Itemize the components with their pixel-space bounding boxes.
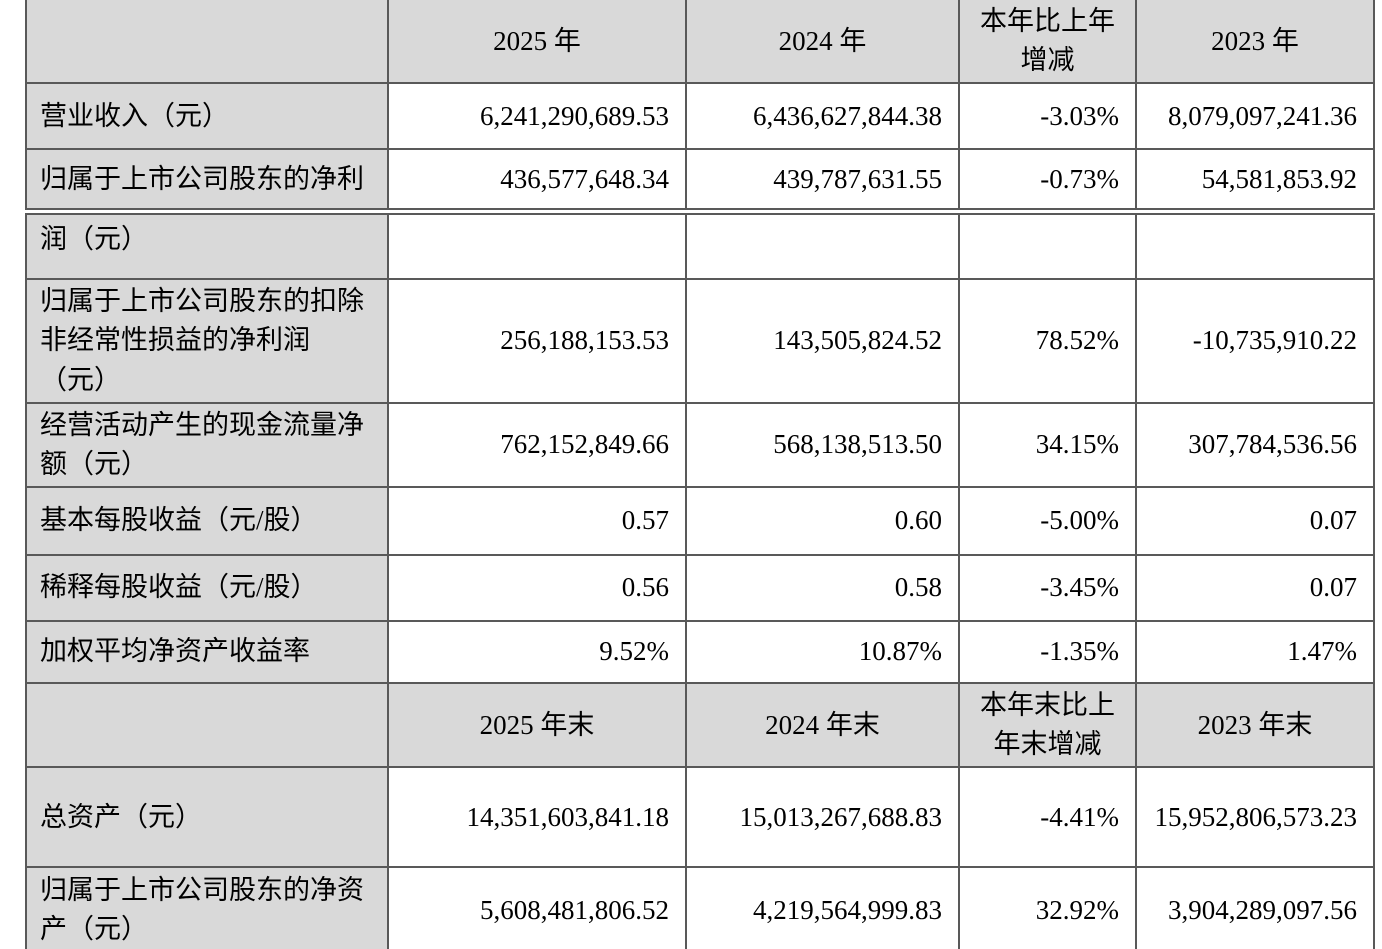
- header-corner-cell-2: [25, 681, 389, 769]
- basic-eps-2025: 0.57: [387, 485, 687, 556]
- net-profit-change: -0.73%: [958, 148, 1137, 211]
- financial-summary-table-segment-top: 2025 年 2024 年 本年比上年 增减 2023 年 营业收入（元） 6,…: [25, 0, 1375, 211]
- header-year-end-change: 本年末比上 年末增减: [958, 681, 1137, 769]
- total-assets-label: 总资产（元）: [25, 766, 389, 869]
- header-row-year-end: 2025 年末 2024 年末 本年末比上 年末增减 2023 年末: [25, 681, 1375, 769]
- weighted-avg-roe-change: -1.35%: [958, 619, 1137, 684]
- diluted-eps-2024: 0.58: [685, 553, 960, 622]
- row-operating-cash-flow: 经营活动产生的现金流量净 额（元） 762,152,849.66 568,138…: [25, 401, 1375, 488]
- weighted-avg-roe-2025: 9.52%: [387, 619, 687, 684]
- header-2025: 2025 年: [387, 0, 687, 85]
- header-yoy-change: 本年比上年 增减: [958, 0, 1137, 85]
- net-assets-2024: 4,219,564,999.83: [685, 866, 960, 949]
- total-assets-2024: 15,013,267,688.83: [685, 766, 960, 869]
- operating-revenue-label: 营业收入（元）: [25, 82, 389, 151]
- operating-cash-flow-2023: 307,784,536.56: [1135, 401, 1375, 488]
- basic-eps-2023: 0.07: [1135, 485, 1375, 556]
- deducted-net-profit-2025: 256,188,153.53: [387, 278, 687, 404]
- net-profit-continued-change: [958, 213, 1137, 281]
- row-net-profit: 归属于上市公司股东的净利 436,577,648.34 439,787,631.…: [25, 148, 1375, 211]
- header-2023-year-end: 2023 年末: [1135, 681, 1375, 769]
- net-profit-2023: 54,581,853.92: [1135, 148, 1375, 211]
- deducted-net-profit-label: 归属于上市公司股东的扣除 非经常性损益的净利润 （元）: [25, 278, 389, 404]
- deducted-net-profit-change: 78.52%: [958, 278, 1137, 404]
- basic-eps-2024: 0.60: [685, 485, 960, 556]
- net-assets-label: 归属于上市公司股东的净资 产（元）: [25, 866, 389, 949]
- net-profit-label-continued: 润（元）: [25, 213, 389, 281]
- net-profit-continued-2023: [1135, 213, 1375, 281]
- header-2024: 2024 年: [685, 0, 960, 85]
- diluted-eps-change: -3.45%: [958, 553, 1137, 622]
- net-profit-label: 归属于上市公司股东的净利: [25, 148, 389, 211]
- operating-cash-flow-2025: 762,152,849.66: [387, 401, 687, 488]
- operating-cash-flow-change: 34.15%: [958, 401, 1137, 488]
- header-2023: 2023 年: [1135, 0, 1375, 85]
- total-assets-2025: 14,351,603,841.18: [387, 766, 687, 869]
- net-profit-continued-2025: [387, 213, 687, 281]
- weighted-avg-roe-2023: 1.47%: [1135, 619, 1375, 684]
- row-operating-revenue: 营业收入（元） 6,241,290,689.53 6,436,627,844.3…: [25, 82, 1375, 151]
- financial-summary-table-segment-bottom: 润（元） 归属于上市公司股东的扣除 非经常性损益的净利润 （元） 256,188…: [25, 213, 1375, 949]
- net-assets-2025: 5,608,481,806.52: [387, 866, 687, 949]
- row-weighted-avg-roe: 加权平均净资产收益率 9.52% 10.87% -1.35% 1.47%: [25, 619, 1375, 684]
- header-2024-year-end: 2024 年末: [685, 681, 960, 769]
- deducted-net-profit-2024: 143,505,824.52: [685, 278, 960, 404]
- deducted-net-profit-2023: -10,735,910.22: [1135, 278, 1375, 404]
- diluted-eps-2025: 0.56: [387, 553, 687, 622]
- operating-cash-flow-2024: 568,138,513.50: [685, 401, 960, 488]
- operating-revenue-2023: 8,079,097,241.36: [1135, 82, 1375, 151]
- operating-revenue-2024: 6,436,627,844.38: [685, 82, 960, 151]
- net-assets-change: 32.92%: [958, 866, 1137, 949]
- row-basic-eps: 基本每股收益（元/股） 0.57 0.60 -5.00% 0.07: [25, 485, 1375, 556]
- operating-revenue-change: -3.03%: [958, 82, 1137, 151]
- net-profit-continued-2024: [685, 213, 960, 281]
- operating-cash-flow-label: 经营活动产生的现金流量净 额（元）: [25, 401, 389, 488]
- header-2025-year-end: 2025 年末: [387, 681, 687, 769]
- diluted-eps-label: 稀释每股收益（元/股）: [25, 553, 389, 622]
- net-profit-2024: 439,787,631.55: [685, 148, 960, 211]
- row-diluted-eps: 稀释每股收益（元/股） 0.56 0.58 -3.45% 0.07: [25, 553, 1375, 622]
- total-assets-2023: 15,952,806,573.23: [1135, 766, 1375, 869]
- basic-eps-change: -5.00%: [958, 485, 1137, 556]
- total-assets-change: -4.41%: [958, 766, 1137, 869]
- header-row-annual: 2025 年 2024 年 本年比上年 增减 2023 年: [25, 0, 1375, 85]
- diluted-eps-2023: 0.07: [1135, 553, 1375, 622]
- row-total-assets: 总资产（元） 14,351,603,841.18 15,013,267,688.…: [25, 766, 1375, 869]
- operating-revenue-2025: 6,241,290,689.53: [387, 82, 687, 151]
- net-assets-2023: 3,904,289,097.56: [1135, 866, 1375, 949]
- row-deducted-net-profit: 归属于上市公司股东的扣除 非经常性损益的净利润 （元） 256,188,153.…: [25, 278, 1375, 404]
- row-net-profit-continued: 润（元）: [25, 213, 1375, 281]
- header-corner-cell: [25, 0, 389, 85]
- net-profit-2025: 436,577,648.34: [387, 148, 687, 211]
- row-net-assets: 归属于上市公司股东的净资 产（元） 5,608,481,806.52 4,219…: [25, 866, 1375, 949]
- weighted-avg-roe-label: 加权平均净资产收益率: [25, 619, 389, 684]
- basic-eps-label: 基本每股收益（元/股）: [25, 485, 389, 556]
- weighted-avg-roe-2024: 10.87%: [685, 619, 960, 684]
